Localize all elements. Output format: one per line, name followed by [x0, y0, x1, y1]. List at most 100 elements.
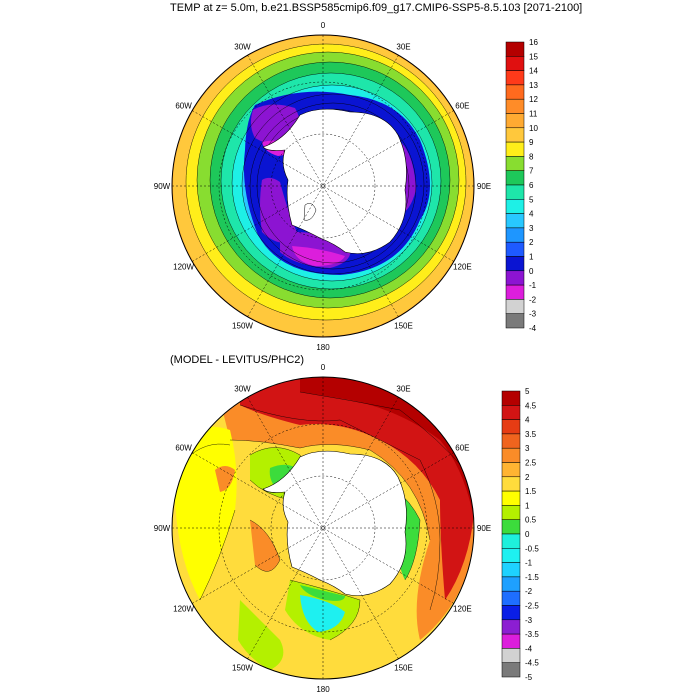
- bottom-colorbar-label: -2: [525, 587, 533, 596]
- bottom-colorbar-box: [501, 662, 521, 678]
- bottom-colorbar-label: 4.5: [525, 401, 537, 410]
- top-colorbar-box: [505, 113, 525, 129]
- bottom-map-fill: [172, 377, 474, 679]
- top-colorbar-box: [505, 156, 525, 171]
- top-map-fill: [172, 35, 474, 337]
- bottom-colorbar-label: 0: [525, 530, 530, 539]
- bottom-colorbar-box: [501, 648, 521, 663]
- bottom-colorbar-label: -4.5: [525, 659, 539, 668]
- bottom-colorbar-box: [501, 419, 521, 435]
- top-lon-label: 30W: [234, 43, 251, 52]
- bottom-colorbar-label: -1: [525, 559, 533, 568]
- top-colorbar-label: 12: [529, 95, 538, 104]
- bottom-lon-label: 90E: [477, 524, 491, 533]
- bottom-colorbar-box: [501, 476, 521, 492]
- top-colorbar-label: 9: [529, 138, 534, 147]
- bottom-colorbar-label: -3: [525, 616, 533, 625]
- bottom-lon-label: 120W: [173, 605, 194, 614]
- top-colorbar-box: [505, 299, 525, 314]
- bottom-lon-label: 0: [321, 363, 326, 372]
- bottom-lon-label: 120E: [453, 605, 472, 614]
- top-colorbar-box: [505, 213, 525, 229]
- top-colorbar-box: [505, 241, 525, 257]
- top-colorbar-box: [505, 184, 525, 200]
- top-colorbar-box: [505, 313, 525, 329]
- top-colorbar-box: [505, 284, 525, 300]
- bottom-colorbar-label: 1.5: [525, 487, 537, 496]
- bottom-colorbar-box: [501, 576, 521, 592]
- top-colorbar-box: [505, 41, 525, 57]
- bottom-colorbar-box: [501, 633, 521, 649]
- bottom-colorbar-box: [501, 447, 521, 463]
- top-lon-label: 90E: [477, 182, 491, 191]
- bottom-lon-label: 150E: [394, 663, 413, 672]
- bottom-colorbar-label: -0.5: [525, 544, 539, 553]
- bottom-colorbar-label: -2.5: [525, 602, 539, 611]
- top-colorbar-label: -4: [529, 324, 537, 333]
- top-colorbar-label: 6: [529, 181, 534, 190]
- bottom-colorbar-box: [501, 490, 521, 506]
- bottom-colorbar-label: 2: [525, 473, 530, 482]
- bottom-colorbar-box: [501, 605, 521, 621]
- top-colorbar-label: 2: [529, 238, 534, 247]
- top-colorbar-label: 3: [529, 224, 534, 233]
- top-colorbar-label: 15: [529, 52, 538, 61]
- bottom-colorbar-label: 3: [525, 444, 530, 453]
- top-lon-label: 180: [316, 343, 330, 352]
- top-lon-label: 30E: [396, 43, 410, 52]
- bottom-colorbar-label: 5: [525, 387, 530, 396]
- bottom-colorbar-label: -1.5: [525, 573, 539, 582]
- top-colorbar-label: 8: [529, 152, 534, 161]
- top-colorbar-box: [505, 98, 525, 114]
- bottom-lon-label: 150W: [232, 663, 253, 672]
- top-colorbar-label: 1: [529, 253, 534, 262]
- top-colorbar-label: -1: [529, 281, 537, 290]
- bottom-colorbar-box: [501, 519, 521, 535]
- top-colorbar-label: 5: [529, 195, 534, 204]
- top-colorbar-box: [505, 141, 525, 157]
- bottom-polar-map: 0 30E 60E 90E 120E 150E 180 150W 120W 90W 60W 30W: [154, 363, 491, 694]
- top-colorbar-label: 14: [529, 67, 538, 76]
- bottom-colorbar-label: 3.5: [525, 430, 537, 439]
- bottom-colorbar-label: 4: [525, 416, 530, 425]
- bottom-colorbar: 5 4.5 4 3.5 3 2.5 2 1.5 1 0.5 0 -0.5 -1 -1.5 -2 -2.5 -3 -…: [501, 387, 539, 682]
- bottom-colorbar-label: 0.5: [525, 516, 537, 525]
- top-colorbar-box: [505, 227, 525, 243]
- bottom-colorbar-label: -3.5: [525, 630, 539, 639]
- bottom-colorbar-box: [501, 590, 521, 606]
- bottom-colorbar-box: [501, 619, 521, 635]
- top-lon-label: 150W: [232, 321, 253, 330]
- top-colorbar-label: 0: [529, 267, 534, 276]
- bottom-lon-label: 90W: [154, 524, 171, 533]
- bottom-colorbar-box: [501, 433, 521, 449]
- top-map-title: TEMP at z= 5.0m, b.e21.BSSP585cmip6.f09_…: [170, 2, 583, 14]
- bottom-colorbar-label: 2.5: [525, 459, 537, 468]
- top-colorbar-box: [505, 70, 525, 86]
- bottom-colorbar-box: [501, 390, 521, 406]
- bottom-colorbar-box: [501, 405, 521, 420]
- top-colorbar-box: [505, 256, 525, 272]
- bottom-lon-label: 30E: [396, 385, 410, 394]
- top-colorbar-label: -3: [529, 310, 537, 319]
- bottom-colorbar-box: [501, 562, 521, 578]
- top-longitude-labels: 0 30E 60E 90E 120E 150E 180 150W 120W 90W 60W 30W: [154, 21, 491, 352]
- top-colorbar-box: [505, 270, 525, 286]
- top-lon-label: 60W: [175, 102, 192, 111]
- top-colorbar-label: -2: [529, 295, 537, 304]
- top-colorbar-label: 4: [529, 210, 534, 219]
- top-colorbar-box: [505, 56, 525, 71]
- bottom-colorbar-box: [501, 505, 521, 520]
- top-colorbar-box: [505, 199, 525, 214]
- top-colorbar-box: [505, 170, 525, 186]
- bottom-lon-label: 30W: [234, 385, 251, 394]
- top-colorbar-label: 11: [529, 110, 538, 119]
- bottom-colorbar-label: -4: [525, 644, 533, 653]
- top-colorbar-label: 13: [529, 81, 538, 90]
- top-lon-label: 60E: [455, 102, 469, 111]
- bottom-lon-label: 60E: [455, 444, 469, 453]
- top-lon-label: 150E: [394, 321, 413, 330]
- bottom-map-border: [171, 376, 475, 680]
- bottom-colorbar-label: 1: [525, 501, 530, 510]
- top-colorbar-box: [505, 127, 525, 143]
